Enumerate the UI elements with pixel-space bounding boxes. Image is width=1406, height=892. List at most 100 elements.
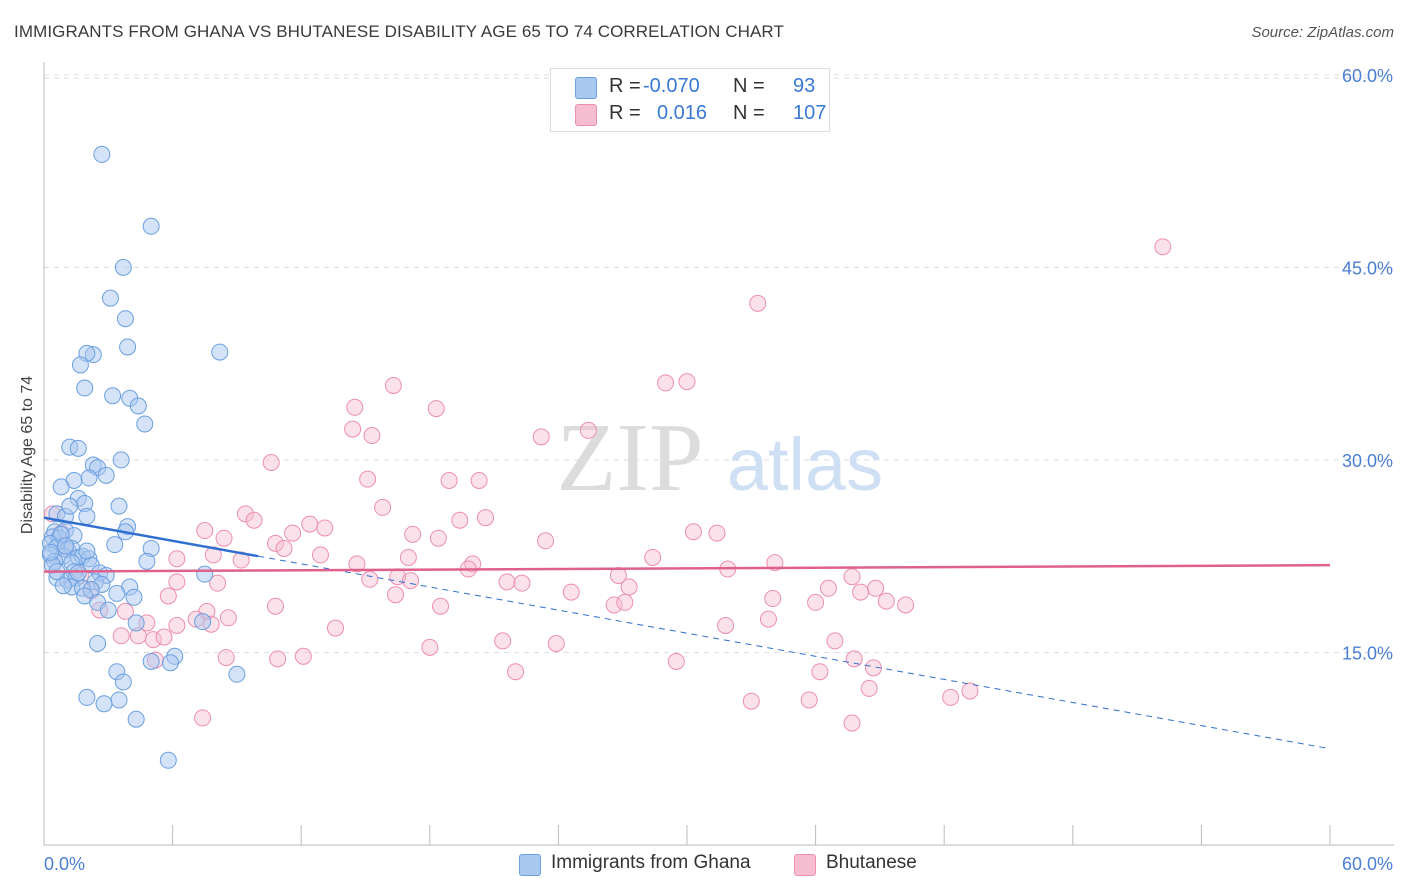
ghana-point (99, 601, 117, 619)
bhutanese-point (168, 573, 186, 591)
bhutanese-point (477, 509, 495, 527)
stats-legend: R = -0.070 N = 93 R = 0.016 N = 107 (550, 68, 830, 132)
bhutanese-point (811, 663, 829, 681)
bhutanese-point (346, 398, 364, 416)
bhutanese-point (294, 647, 312, 665)
bhutanese-point (168, 550, 186, 568)
bhutanese-point (451, 511, 469, 529)
ghana-points (41, 145, 246, 769)
bhutanese-point (215, 529, 233, 547)
bhutanese-point (311, 546, 329, 564)
watermark-atlas: atlas (727, 423, 883, 506)
ghana-point (125, 588, 143, 606)
bhutanese-point (275, 539, 293, 557)
bhutanese-point (562, 583, 580, 601)
watermark: ZIP atlas (557, 404, 884, 512)
ghana-point (127, 710, 145, 728)
bhutanese-point (852, 583, 870, 601)
ghana-point (69, 564, 87, 582)
bhutanese-point (399, 548, 417, 566)
ghana-point (142, 217, 160, 235)
bhutanese-point (684, 523, 702, 541)
ghana-point (97, 466, 115, 484)
bhutanese-point (266, 534, 284, 552)
bhutanese-point (429, 529, 447, 547)
bhutanese-point (245, 511, 263, 529)
x-tick-label-min: 0.0% (44, 854, 85, 874)
bhutanese-point (301, 515, 319, 533)
bhutanese-point (421, 638, 439, 656)
bhutanese-point (764, 590, 782, 608)
bhutanese-point (387, 586, 405, 604)
bhutanese-point (826, 632, 844, 650)
ghana-point (104, 387, 122, 405)
bottom-ghana-swatch (519, 854, 541, 876)
ghana-trend-line (43, 516, 259, 558)
bhutanese-point (359, 470, 377, 488)
bhutanese-point (877, 592, 895, 610)
ghana-trend-dashed (258, 555, 1331, 750)
bhutanese-point (326, 619, 344, 637)
watermark-zip: ZIP (557, 404, 704, 512)
ghana-point (119, 338, 137, 356)
ghana-r-value: -0.070 (643, 75, 700, 97)
bhutanese-point (266, 597, 284, 615)
source-label: Source: ZipAtlas.com (1251, 24, 1394, 41)
bhutanese-point (845, 650, 863, 668)
bhutanese-point (537, 532, 555, 550)
bhutanese-point (657, 374, 675, 392)
ghana-point (196, 565, 214, 583)
bhutanese-point (361, 570, 379, 588)
trend-lines (43, 516, 1331, 750)
ghana-point (136, 415, 154, 433)
bottom-ghana-label: Immigrants from Ghana (551, 852, 751, 873)
ghana-point (108, 584, 126, 602)
bhutan-r-value: 0.016 (657, 102, 708, 124)
bhutanese-point (427, 400, 445, 418)
bhutanese-point (708, 524, 726, 542)
ghana-point (211, 343, 229, 361)
bhutanese-point (440, 471, 458, 489)
ghana-point (69, 439, 87, 457)
bhutanese-point (269, 650, 287, 668)
ghana-point (71, 356, 89, 374)
ghana-point (161, 654, 179, 672)
ghana-point (110, 497, 128, 515)
ghana-point (142, 652, 160, 670)
bhutanese-point (961, 682, 979, 700)
bhutanese-point (807, 593, 825, 611)
bottom-bhutan-label: Bhutanese (826, 852, 917, 873)
bhutanese-point (759, 610, 777, 628)
bhutanese-point (547, 634, 565, 652)
ghana-point (114, 258, 132, 276)
axes (43, 62, 1394, 846)
bhutanese-point (344, 420, 362, 438)
ghana-point (95, 695, 113, 713)
y-axis-label: Disability Age 65 to 74 (19, 376, 36, 534)
ghana-point (93, 145, 111, 163)
bhutanese-point (363, 427, 381, 445)
ghana-point (127, 614, 145, 632)
ghana-point (80, 469, 98, 487)
bhutanese-point (284, 524, 302, 542)
bhutan-n-label: N = (733, 102, 765, 124)
ghana-point (52, 478, 70, 496)
bhutanese-point (470, 471, 488, 489)
bhutanese-point (494, 632, 512, 650)
ghana-n-label: N = (733, 75, 765, 97)
bhutanese-point (843, 568, 861, 586)
ghana-point (194, 613, 212, 631)
bhutan-swatch (575, 104, 597, 126)
ghana-r-label: R = (609, 75, 641, 97)
y-tick-label: 60.0% (1342, 66, 1393, 86)
ghana-point (138, 552, 156, 570)
bhutanese-point (159, 587, 177, 605)
ghana-point (76, 379, 94, 397)
bhutanese-point (217, 649, 235, 667)
bhutanese-point (860, 679, 878, 697)
bhutanese-point (644, 548, 662, 566)
bhutanese-point (209, 574, 227, 592)
bhutanese-point (579, 421, 597, 439)
bhutanese-point (616, 593, 634, 611)
